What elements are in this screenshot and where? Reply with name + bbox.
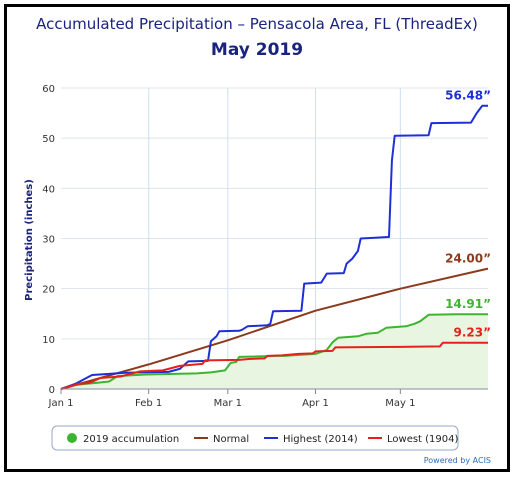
normal-line <box>60 267 489 390</box>
x-tick-label: May 1 <box>385 398 415 409</box>
chart: Accumulated Precipitation – Pensacola Ar… <box>24 15 491 465</box>
legend-item-lowest-1904[interactable]: Lowest (1904) <box>368 434 459 445</box>
legend-item-2019-accumulation[interactable]: 2019 accumulation <box>67 433 179 445</box>
legend-label: Normal <box>213 434 249 445</box>
legend[interactable]: 2019 accumulation Normal Highest (2014) Low… <box>51 425 459 451</box>
normal-end-label: 24.00” <box>445 252 491 266</box>
y-tick-label: 10 <box>42 335 55 346</box>
powered-by-acis[interactable]: Powered by ACIS <box>424 456 491 465</box>
legend-items[interactable]: 2019 accumulation Normal Highest (2014) Low… <box>67 433 459 445</box>
y-tick-label: 30 <box>42 235 55 246</box>
y-tick-label: 60 <box>42 84 55 95</box>
chart-title: Accumulated Precipitation – Pensacola Ar… <box>36 15 478 33</box>
chart-frame: Accumulated Precipitation – Pensacola Ar… <box>4 4 510 472</box>
legend-label: 2019 accumulation <box>83 434 179 445</box>
highest-2014-end-label: 56.48” <box>445 89 491 103</box>
legend-item-highest-2014[interactable]: Highest (2014) <box>264 434 358 445</box>
y-tick-label: 0 <box>49 385 55 396</box>
highest-2014-line <box>60 104 488 390</box>
x-tick-label: Feb 1 <box>135 398 162 409</box>
area-fills <box>61 314 488 389</box>
y-tick-label: 50 <box>42 134 55 145</box>
2019-accumulation-end-label: 14.91” <box>445 297 491 311</box>
x-tick-label: Jan 1 <box>48 398 74 409</box>
y-axis-label: Precipitation (inches) <box>24 179 35 301</box>
legend-marker <box>67 433 77 443</box>
lowest-1904-line <box>60 341 488 390</box>
legend-box <box>51 425 459 451</box>
y-tick-label: 20 <box>42 285 55 296</box>
x-tick-label: Mar 1 <box>214 398 242 409</box>
series-lines <box>60 104 489 390</box>
tick-labels: 0 10 20 30 40 50 60 Jan 1 Feb 1 Mar 1 Apr 1 May 1 <box>42 84 415 409</box>
chart-subtitle: May 2019 <box>211 40 303 60</box>
legend-label: Lowest (1904) <box>387 434 459 445</box>
legend-label: Highest (2014) <box>283 434 358 445</box>
lowest-1904-end-label: 9.23” <box>454 326 492 340</box>
2019-accumulation-area <box>61 314 488 389</box>
axes <box>60 388 488 394</box>
y-tick-label: 40 <box>42 184 55 195</box>
end-value-labels: 14.91” 24.00” 56.48” 9.23” <box>445 89 491 340</box>
legend-item-normal[interactable]: Normal <box>194 434 249 445</box>
x-tick-label: Apr 1 <box>302 398 329 409</box>
